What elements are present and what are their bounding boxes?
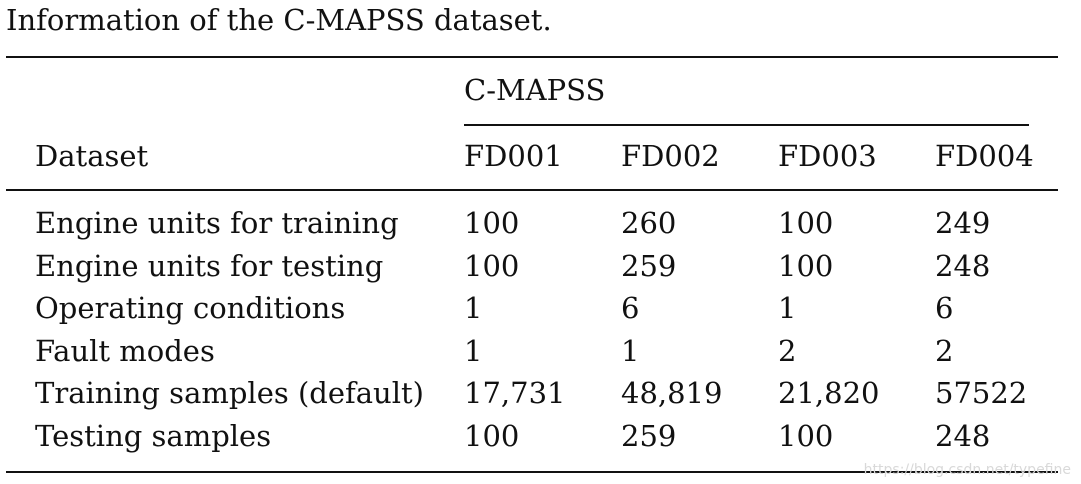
column-header-fd003: FD003 xyxy=(778,139,877,173)
table-cell: 249 xyxy=(935,206,991,240)
table-cell: 248 xyxy=(935,249,991,283)
bottom-rule xyxy=(6,471,1058,473)
row-label: Engine units for training xyxy=(35,206,399,240)
table-cell: 6 xyxy=(935,291,954,325)
watermark: https://blog.csdn.net/typefine xyxy=(863,462,1071,478)
table-cell: 57522 xyxy=(935,376,1028,410)
table-cell: 100 xyxy=(464,419,520,453)
table-cell: 1 xyxy=(464,334,483,368)
group-rule xyxy=(464,124,1029,126)
header-rule xyxy=(6,189,1058,191)
table-cell: 21,820 xyxy=(778,376,880,410)
row-label: Testing samples xyxy=(35,419,272,453)
table-cell: 2 xyxy=(778,334,797,368)
table-cell: 260 xyxy=(621,206,677,240)
column-header-fd001: FD001 xyxy=(464,139,563,173)
table-caption: Information of the C-MAPSS dataset. xyxy=(6,3,552,37)
table-cell: 1 xyxy=(621,334,640,368)
row-header-label: Dataset xyxy=(35,139,149,173)
table-cell: 100 xyxy=(778,206,834,240)
table-cell: 100 xyxy=(464,249,520,283)
table-cell: 100 xyxy=(464,206,520,240)
table-cell: 248 xyxy=(935,419,991,453)
row-label: Training samples (default) xyxy=(35,376,424,410)
table-cell: 2 xyxy=(935,334,954,368)
table-cell: 100 xyxy=(778,249,834,283)
row-label: Operating conditions xyxy=(35,291,346,325)
row-label: Engine units for testing xyxy=(35,249,384,283)
group-header: C-MAPSS xyxy=(464,73,606,107)
table-cell: 100 xyxy=(778,419,834,453)
table-cell: 6 xyxy=(621,291,640,325)
row-label: Fault modes xyxy=(35,334,215,368)
table-cell: 17,731 xyxy=(464,376,566,410)
column-header-fd002: FD002 xyxy=(621,139,720,173)
table-cell: 1 xyxy=(778,291,797,325)
table-cell: 259 xyxy=(621,419,677,453)
table-cell: 1 xyxy=(464,291,483,325)
column-header-fd004: FD004 xyxy=(935,139,1034,173)
table-cell: 259 xyxy=(621,249,677,283)
table-cell: 48,819 xyxy=(621,376,723,410)
top-rule xyxy=(6,56,1058,58)
